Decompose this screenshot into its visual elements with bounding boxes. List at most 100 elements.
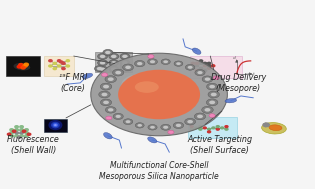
Circle shape [10,129,13,131]
Circle shape [211,93,217,96]
Circle shape [148,55,154,58]
Circle shape [208,128,211,130]
Ellipse shape [82,73,93,79]
Circle shape [17,65,21,68]
Circle shape [100,67,106,71]
Circle shape [109,60,119,66]
Circle shape [101,93,107,96]
Ellipse shape [51,122,60,128]
Circle shape [199,67,203,69]
Circle shape [118,70,200,119]
Circle shape [150,126,155,129]
Circle shape [191,67,195,69]
Circle shape [25,129,28,131]
Text: Multifunctional Core-Shell: Multifunctional Core-Shell [110,161,208,170]
Circle shape [105,76,117,83]
Circle shape [23,65,27,67]
Circle shape [190,128,193,130]
Circle shape [195,70,199,72]
Circle shape [266,123,268,124]
Circle shape [20,126,23,128]
FancyBboxPatch shape [43,119,67,132]
Circle shape [194,127,198,129]
Circle shape [265,123,266,124]
Circle shape [126,120,130,123]
Circle shape [123,64,134,71]
Circle shape [216,128,219,130]
Circle shape [100,99,112,106]
Circle shape [137,124,142,127]
Circle shape [103,50,113,56]
Ellipse shape [192,48,201,54]
Circle shape [213,76,219,80]
Circle shape [212,127,215,129]
Circle shape [188,66,192,69]
Circle shape [49,60,52,62]
Circle shape [135,123,144,128]
Circle shape [195,62,199,64]
Circle shape [199,126,202,128]
Circle shape [125,66,131,69]
Circle shape [57,60,61,62]
Circle shape [137,62,142,65]
Circle shape [105,107,116,113]
Circle shape [111,55,117,58]
Circle shape [53,68,56,70]
Circle shape [220,127,224,129]
Circle shape [207,62,211,64]
Circle shape [27,133,31,135]
Circle shape [103,101,109,104]
Circle shape [120,62,130,68]
Text: t: t [253,72,254,76]
Circle shape [203,62,207,64]
Circle shape [111,61,117,64]
Circle shape [106,116,112,120]
Text: Drug Delivery
(Mesopore): Drug Delivery (Mesopore) [211,73,266,93]
Circle shape [10,135,13,137]
Circle shape [98,53,107,59]
Circle shape [207,83,218,90]
Circle shape [207,65,211,67]
Circle shape [105,51,111,54]
Circle shape [19,64,23,66]
Circle shape [163,60,168,63]
Circle shape [25,135,28,137]
Circle shape [148,125,157,130]
Circle shape [97,67,102,70]
Circle shape [49,65,52,67]
Ellipse shape [269,125,282,131]
Circle shape [66,65,70,67]
Circle shape [62,68,65,70]
Circle shape [225,128,228,130]
Circle shape [195,70,205,76]
Circle shape [99,91,110,98]
Ellipse shape [148,137,157,143]
Circle shape [203,70,207,72]
FancyBboxPatch shape [95,52,132,72]
Ellipse shape [135,81,159,93]
Circle shape [115,71,121,74]
Circle shape [108,77,114,81]
Circle shape [207,67,211,69]
Text: ¹⁹F MRI
(Core): ¹⁹F MRI (Core) [59,73,87,93]
Circle shape [263,124,265,125]
Circle shape [199,60,203,62]
FancyBboxPatch shape [43,56,74,76]
Circle shape [135,60,145,67]
Circle shape [108,108,113,112]
Circle shape [265,126,266,127]
Circle shape [20,129,23,131]
Circle shape [98,60,107,66]
Circle shape [60,61,63,63]
Circle shape [103,85,109,88]
Circle shape [194,113,206,120]
Circle shape [209,85,215,88]
Circle shape [190,126,193,128]
Circle shape [17,136,21,138]
Circle shape [62,62,65,64]
Text: Active Targeting
(Shell Surface): Active Targeting (Shell Surface) [187,135,252,155]
Circle shape [203,127,206,129]
Circle shape [208,91,220,98]
Circle shape [161,59,170,64]
Circle shape [197,71,203,74]
